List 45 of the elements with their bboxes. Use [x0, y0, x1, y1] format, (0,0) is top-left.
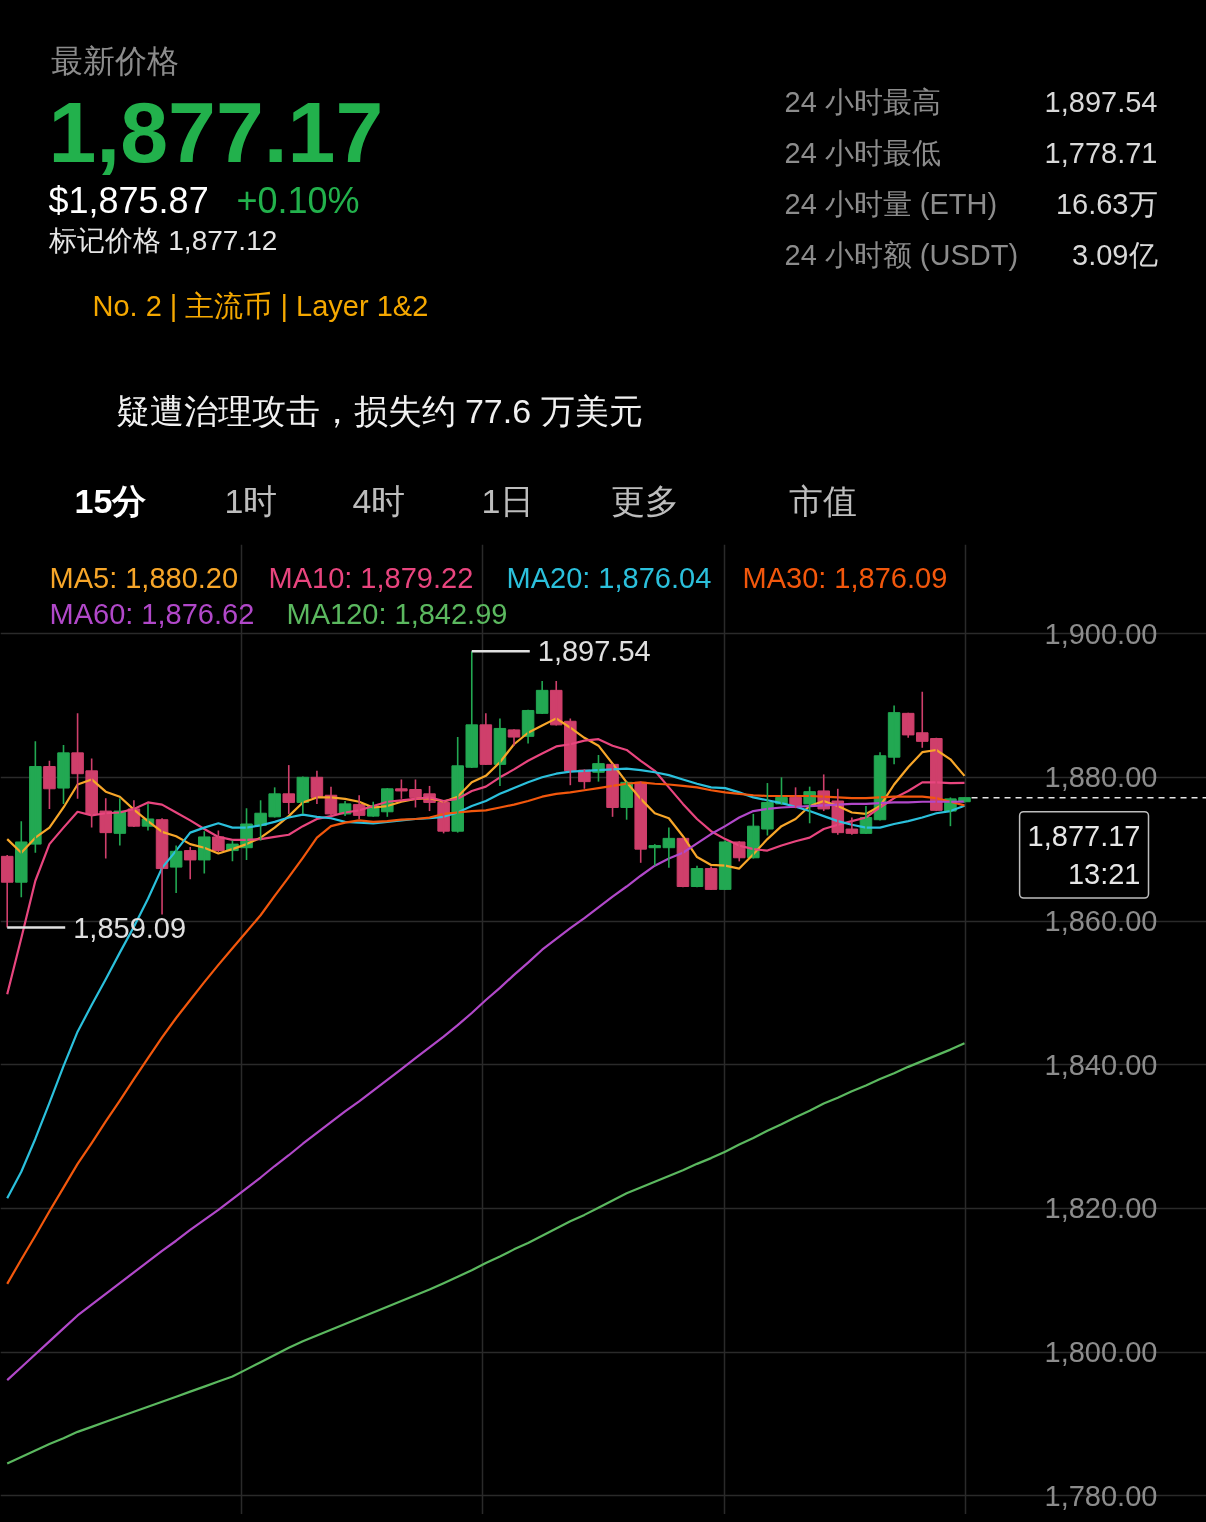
text: +0.10%	[236, 180, 360, 221]
y-tick-label: 1,840.00	[1044, 1048, 1158, 1081]
candlestick	[43, 759, 56, 810]
y-tick-label: 1,780.00	[1044, 1479, 1158, 1512]
text: 1日	[481, 481, 535, 520]
candlestick	[29, 740, 42, 854]
text: No. 2 | 主流币 | Layer 1&2	[92, 289, 429, 322]
y-tick-label: 1,880.00	[1044, 761, 1158, 794]
candlestick	[282, 764, 296, 815]
y-tick-label: 1,860.00	[1044, 905, 1158, 937]
y-tick-label: 1,800.00	[1044, 1336, 1158, 1369]
text: 更多	[610, 481, 679, 520]
text: MA120: 1,842.99	[286, 597, 508, 630]
text: MA60: 1,876.62	[49, 597, 255, 630]
y-tick-label: 1,820.00	[1044, 1192, 1158, 1225]
text: MA20: 1,876.04	[506, 561, 712, 594]
text: MA30: 1,876.09	[742, 561, 948, 594]
line-series	[6, 781, 966, 1285]
chart-subtitle: 1,877.17	[48, 84, 384, 180]
annotation: 1,897.54	[537, 635, 651, 668]
chart-title: 最新价格	[50, 42, 179, 79]
ref-line-label: 1,877.17 13:21	[1027, 819, 1141, 891]
text: 24 小时额 (USDT)	[784, 238, 1019, 271]
text: 疑遭治理攻击，损失约 77.6 万美元	[115, 391, 643, 430]
text: 24 小时量 (ETH)	[784, 187, 998, 220]
text: 标记价格 1,877.12	[47, 225, 278, 256]
line-series	[6, 738, 966, 996]
text: MA5: 1,880.20	[49, 561, 239, 594]
text: 24 小时最低	[784, 136, 941, 169]
line-series	[6, 1042, 966, 1465]
text: 1时	[224, 481, 278, 520]
text: 1,778.71	[1044, 136, 1158, 169]
candlestick	[183, 846, 197, 881]
candlestick	[57, 744, 70, 805]
text: $1,875.87	[48, 180, 209, 221]
text: 15分	[74, 481, 147, 520]
line-series	[6, 717, 966, 870]
text: MA10: 1,879.22	[268, 561, 474, 594]
text: 24 小时最高	[784, 85, 941, 118]
text: 市值	[788, 481, 857, 520]
y-tick-label: 1,900.00	[1044, 617, 1158, 650]
text: 1,897.54	[1044, 85, 1158, 118]
text: 16.63万	[1055, 187, 1158, 220]
text: 4时	[352, 481, 406, 520]
text: 3.09亿	[1072, 238, 1158, 271]
